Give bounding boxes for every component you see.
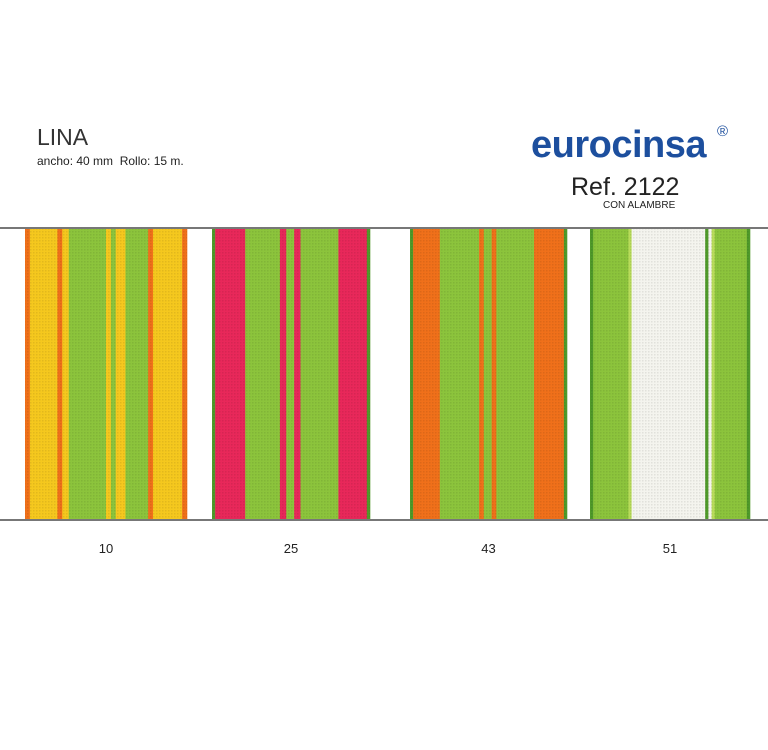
product-specs: ancho: 40 mm Rollo: 15 m. xyxy=(37,154,184,168)
registered-mark: ® xyxy=(717,123,729,140)
ribbon-texture xyxy=(25,229,187,519)
swatch-label: 25 xyxy=(284,541,298,556)
brand-logo: eurocinsa xyxy=(531,124,707,166)
ribbon-texture xyxy=(590,229,750,519)
swatch-label: 10 xyxy=(99,541,113,556)
ribbon-texture xyxy=(410,229,567,519)
reference-note: CON ALAMBRE xyxy=(603,200,676,211)
swatch-label: 51 xyxy=(663,541,677,556)
ribbon-texture xyxy=(212,229,370,519)
product-title: LINA xyxy=(37,124,89,150)
swatch-label: 43 xyxy=(481,541,495,556)
reference-number: Ref. 2122 xyxy=(571,173,680,201)
